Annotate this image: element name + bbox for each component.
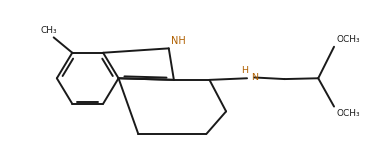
Text: NH: NH: [171, 36, 186, 46]
Text: N: N: [251, 73, 258, 82]
Text: CH₃: CH₃: [41, 26, 57, 35]
Text: OCH₃: OCH₃: [336, 35, 360, 44]
Text: OCH₃: OCH₃: [336, 109, 360, 118]
Text: H: H: [242, 66, 248, 75]
